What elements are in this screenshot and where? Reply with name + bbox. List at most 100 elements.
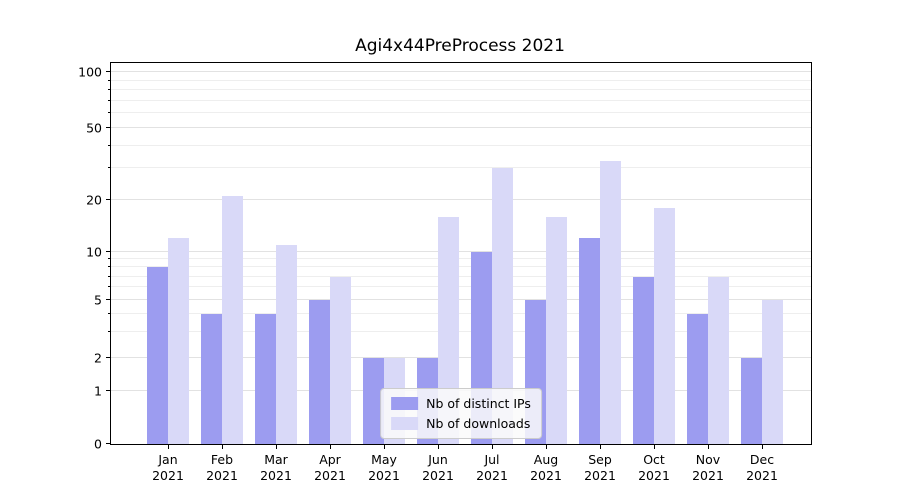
- gridline: [111, 127, 811, 128]
- y-axis-minor-tick-mark: [108, 89, 111, 91]
- legend-swatch-downloads: [391, 417, 419, 430]
- y-axis-tick-mark: [106, 71, 111, 72]
- x-axis-tick-mark: [762, 444, 763, 449]
- gridline-minor: [111, 331, 811, 333]
- legend-item-distinct-ips: Nb of distinct IPs: [391, 396, 531, 411]
- bar-distinct-ips: [147, 267, 168, 444]
- y-axis-minor-tick-mark: [108, 79, 111, 81]
- x-axis-tick-label: Jul 2021: [476, 452, 508, 483]
- gridline-minor: [111, 313, 811, 315]
- bar-downloads: [546, 216, 567, 444]
- bar-downloads: [168, 238, 189, 444]
- bar-downloads: [438, 216, 459, 444]
- x-axis-tick-mark: [600, 444, 601, 449]
- bar-distinct-ips: [363, 358, 384, 444]
- bar-downloads: [762, 299, 783, 444]
- y-axis-minor-tick-mark: [108, 112, 111, 114]
- y-axis-tick-mark: [106, 251, 111, 253]
- y-axis-minor-tick-mark: [108, 331, 111, 333]
- y-axis-minor-tick-mark: [108, 167, 111, 169]
- y-axis-tick-label: 50: [86, 120, 102, 136]
- y-axis-tick-mark: [106, 443, 111, 444]
- legend-swatch-distinct-ips: [391, 397, 419, 410]
- gridline-minor: [111, 258, 811, 260]
- y-axis-minor-tick-mark: [108, 144, 111, 146]
- x-axis-tick-label: Apr 2021: [314, 452, 346, 483]
- gridline-minor: [111, 266, 811, 268]
- x-axis-tick-mark: [546, 444, 547, 449]
- bar-downloads: [492, 168, 513, 444]
- y-axis-tick-mark: [106, 127, 111, 128]
- gridline-minor: [111, 79, 811, 81]
- x-axis-tick-label: Feb 2021: [206, 452, 238, 483]
- gridline: [111, 71, 811, 72]
- y-axis-tick-label: 5: [94, 292, 102, 308]
- x-axis-tick-label: Jan 2021: [152, 452, 184, 483]
- bar-distinct-ips: [579, 238, 600, 444]
- gridline: [111, 251, 811, 253]
- gridline: [111, 298, 811, 300]
- y-axis-tick-mark: [106, 298, 111, 300]
- bar-downloads: [600, 160, 621, 444]
- x-axis-tick-mark: [168, 444, 169, 449]
- legend: Nb of distinct IPs Nb of downloads: [380, 388, 542, 439]
- x-axis-tick-label: Mar 2021: [260, 452, 292, 483]
- y-axis-minor-tick-mark: [108, 286, 111, 288]
- y-axis-minor-tick-mark: [108, 99, 111, 101]
- y-axis-tick-mark: [106, 199, 111, 201]
- bar-distinct-ips: [687, 314, 708, 444]
- y-axis-tick-label: 0: [94, 436, 102, 452]
- legend-label-distinct-ips: Nb of distinct IPs: [426, 396, 531, 411]
- x-axis-tick-mark: [384, 444, 385, 449]
- x-axis-tick-mark: [438, 444, 439, 449]
- gridline-minor: [111, 112, 811, 114]
- bar-downloads: [708, 276, 729, 444]
- bar-distinct-ips: [741, 358, 762, 444]
- gridline-minor: [111, 89, 811, 91]
- y-axis-tick-label: 2: [94, 350, 102, 366]
- x-axis-tick-label: Sep 2021: [584, 452, 616, 483]
- bar-distinct-ips: [201, 314, 222, 444]
- bar-downloads: [222, 196, 243, 444]
- y-axis-tick-mark: [106, 390, 111, 392]
- bar-downloads: [330, 276, 351, 444]
- x-axis-tick-label: Nov 2021: [692, 452, 724, 483]
- gridline: [111, 357, 811, 359]
- legend-label-downloads: Nb of downloads: [426, 416, 531, 431]
- x-axis-tick-label: May 2021: [368, 452, 400, 483]
- x-axis-tick-mark: [654, 444, 655, 449]
- legend-item-downloads: Nb of downloads: [391, 416, 531, 431]
- plot-area: 0 1 2 5 10 20 50 100 Jan 2021 Feb 2021 Mar 2021 Apr…: [78, 62, 812, 483]
- x-axis-tick-mark: [222, 444, 223, 449]
- y-axis-minor-tick-mark: [108, 266, 111, 268]
- bar-distinct-ips: [633, 276, 654, 444]
- gridline-minor: [111, 167, 811, 169]
- x-axis-tick-mark: [708, 444, 709, 449]
- gridline-minor: [111, 99, 811, 101]
- bar-downloads: [276, 244, 297, 444]
- y-axis-minor-tick-mark: [108, 258, 111, 260]
- gridline-minor: [111, 275, 811, 277]
- y-axis-tick-label: 20: [86, 192, 102, 208]
- y-axis-minor-tick-mark: [108, 313, 111, 315]
- bar-downloads: [654, 207, 675, 444]
- chart-title: Agi4x44PreProcess 2021: [355, 36, 565, 56]
- x-axis-tick-mark: [492, 444, 493, 449]
- x-axis-tick-mark: [276, 444, 277, 449]
- x-axis-tick-label: Jun 2021: [422, 452, 454, 483]
- gridline-minor: [111, 286, 811, 288]
- gridline-minor: [111, 144, 811, 146]
- x-axis-tick-mark: [330, 444, 331, 449]
- y-axis-tick-label: 100: [78, 64, 102, 80]
- bar-distinct-ips: [255, 314, 276, 444]
- y-axis-tick-label: 10: [86, 244, 102, 260]
- x-axis-tick-label: Dec 2021: [746, 452, 778, 483]
- x-axis-tick-label: Aug 2021: [530, 452, 562, 483]
- y-axis-minor-tick-mark: [108, 275, 111, 277]
- bar-distinct-ips: [309, 299, 330, 444]
- gridline: [111, 199, 811, 201]
- y-axis-tick-mark: [106, 357, 111, 359]
- x-axis-tick-label: Oct 2021: [638, 452, 670, 483]
- y-axis-tick-label: 1: [94, 383, 102, 399]
